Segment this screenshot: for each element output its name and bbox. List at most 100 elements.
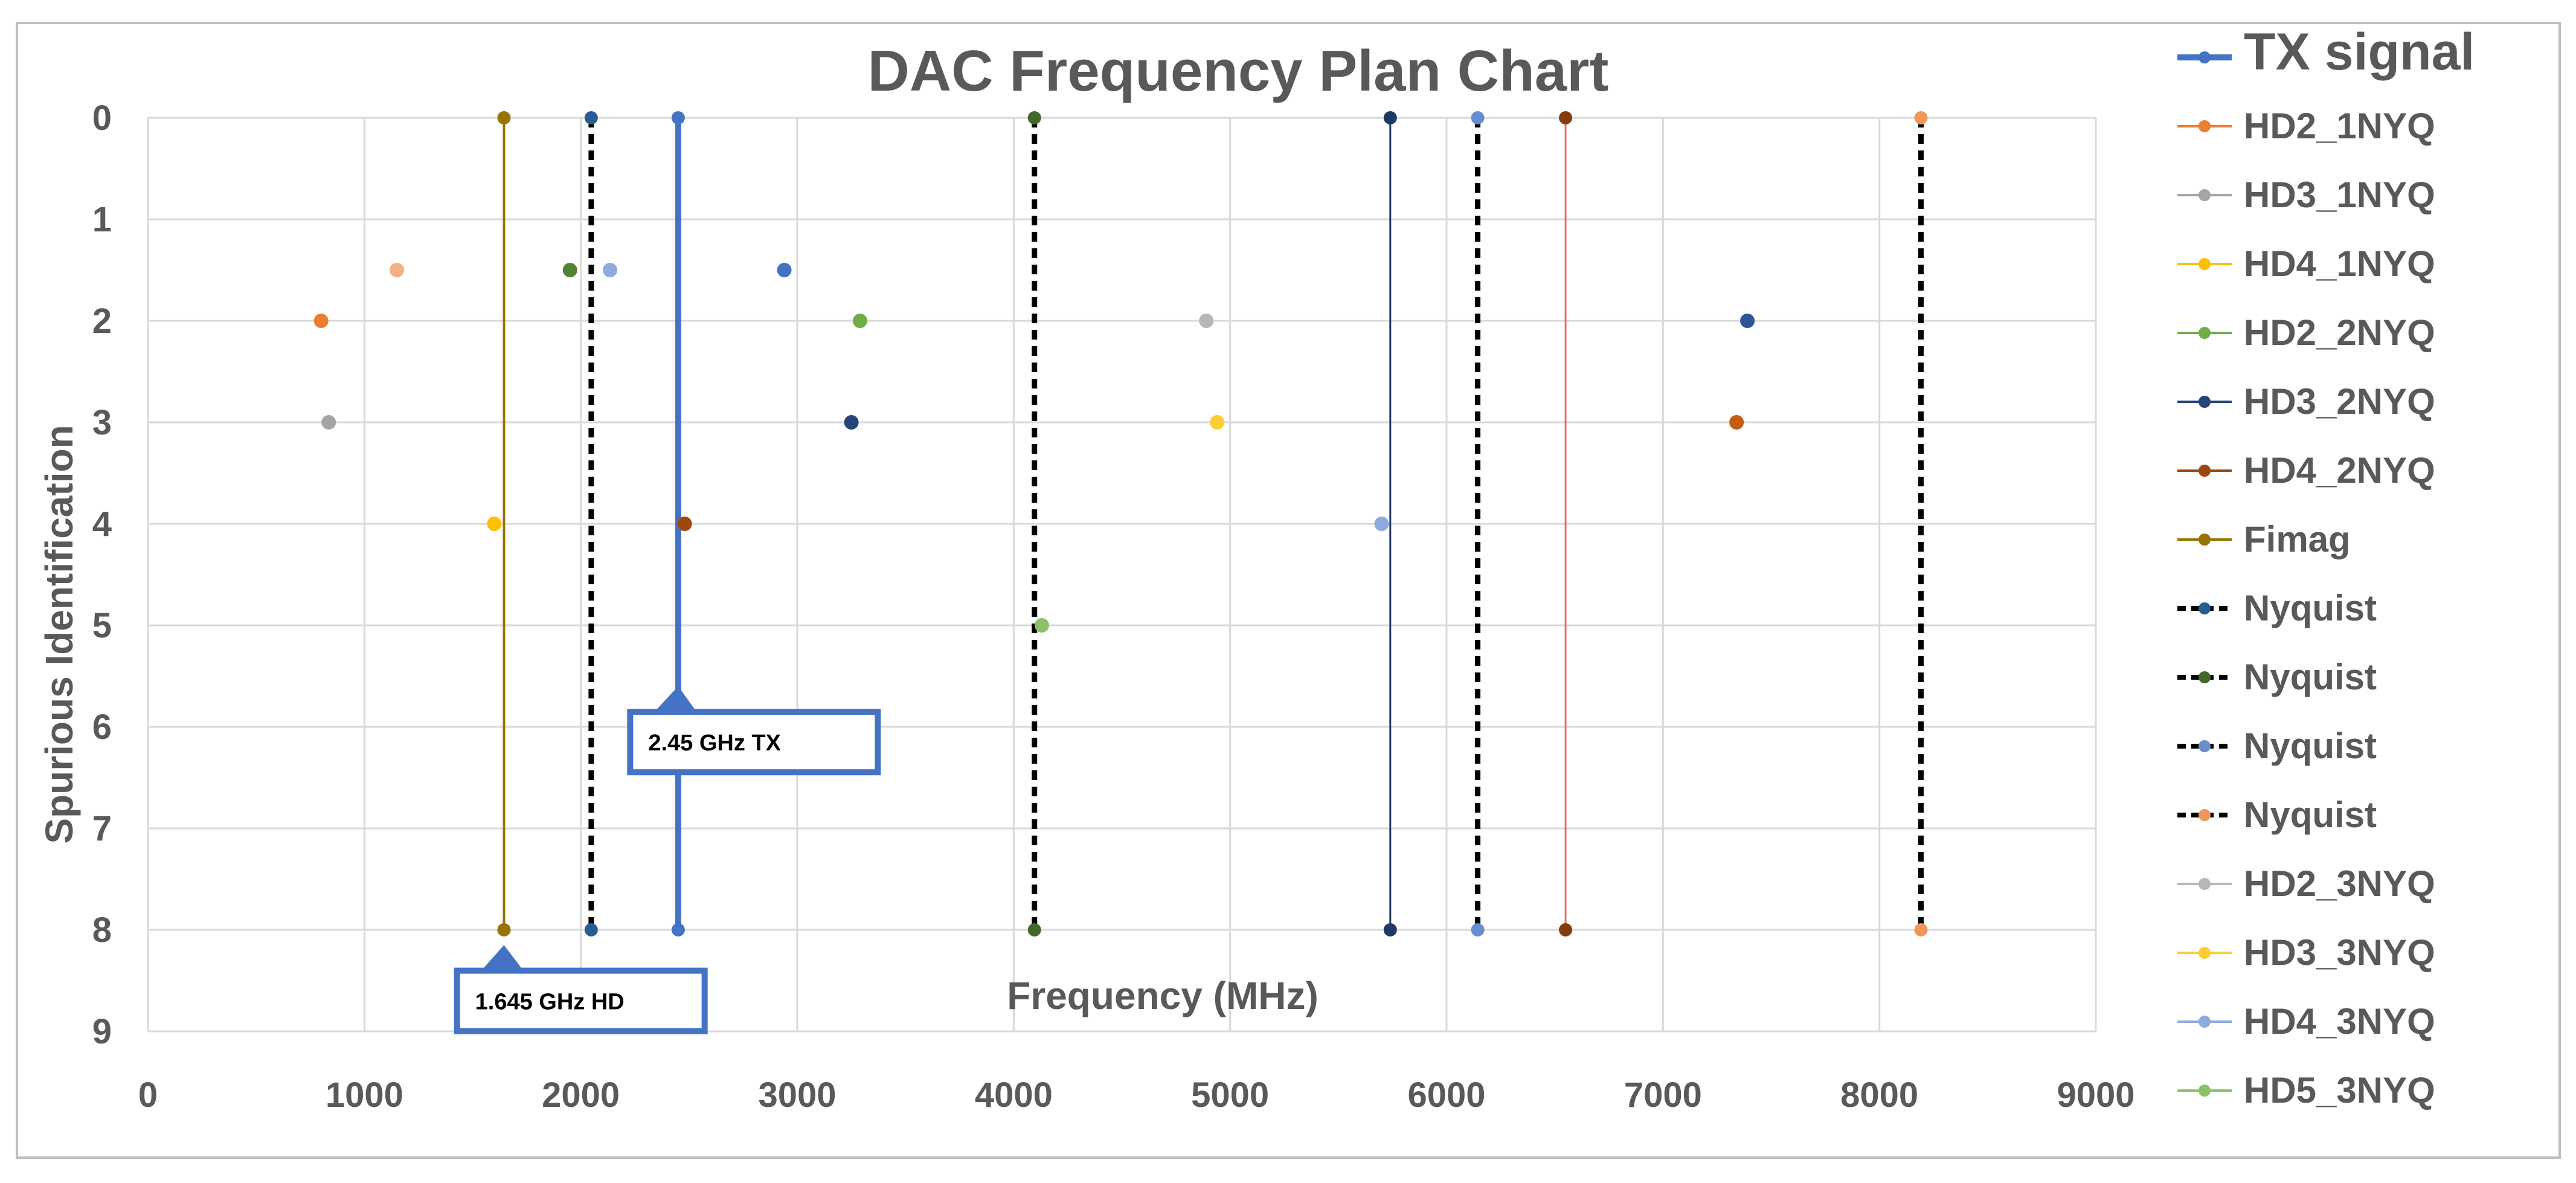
legend-label: HD5_3NYQ — [2244, 1070, 2435, 1110]
callout-label: 2.45 GHz TX — [648, 730, 781, 756]
series-marker — [1559, 111, 1573, 124]
legend-entry: HD4_2NYQ — [2177, 450, 2435, 491]
y-tick-label: 2 — [92, 301, 112, 341]
series-marker — [1559, 923, 1573, 936]
series-2 — [321, 415, 336, 430]
series-marker — [1471, 111, 1485, 124]
legend-swatch-marker — [2199, 671, 2211, 683]
series-marker — [1027, 111, 1041, 124]
x-tick-label: 7000 — [1624, 1075, 1702, 1115]
chart-border — [16, 22, 2561, 1159]
legend-label: Fimag — [2244, 519, 2351, 559]
data-point — [1374, 517, 1389, 531]
y-axis-title: Spurious Identification — [37, 425, 81, 843]
legend-swatch-marker — [2199, 258, 2211, 270]
legend-label: HD3_1NYQ — [2244, 175, 2435, 215]
callout-pointer — [481, 945, 524, 971]
series-11 — [1914, 111, 1928, 936]
data-point — [677, 517, 692, 531]
y-tick-label: 5 — [92, 606, 112, 645]
y-tick-label: 3 — [92, 403, 112, 442]
legend-label: HD4_2NYQ — [2244, 450, 2435, 491]
series-marker — [497, 923, 511, 936]
series-12 — [1199, 314, 1214, 328]
legend-entry: TX signal — [2177, 23, 2475, 81]
plot-grid — [147, 117, 2097, 1033]
series-marker — [584, 923, 598, 936]
series-13 — [1210, 415, 1225, 430]
legend-swatch-marker — [2199, 1085, 2211, 1097]
x-tick-label: 4000 — [975, 1075, 1053, 1115]
extra-series-2 — [603, 263, 618, 277]
extra-series-5 — [1729, 415, 1744, 430]
series-marker — [1914, 111, 1928, 124]
series-9 — [1027, 111, 1041, 936]
legend-entry: HD2_1NYQ — [2177, 106, 2435, 146]
legend-entry: Fimag — [2177, 519, 2351, 559]
data-point — [487, 517, 502, 531]
legend-swatch-marker — [2199, 396, 2211, 408]
legend-swatch-marker — [2199, 327, 2211, 339]
series-marker — [1027, 923, 1041, 936]
x-tick-label: 9000 — [2057, 1075, 2134, 1115]
series-marker — [671, 923, 685, 936]
extra-series-0 — [390, 263, 405, 277]
series-marker — [1914, 923, 1928, 936]
series-5 — [844, 415, 859, 430]
legend-label: HD2_3NYQ — [2244, 863, 2435, 904]
data-point — [603, 263, 618, 277]
x-tick-label: 6000 — [1407, 1075, 1485, 1115]
callout-box — [454, 967, 708, 1034]
legend-label: HD3_3NYQ — [2244, 932, 2435, 973]
y-tick-label: 7 — [92, 809, 112, 848]
callout-pointer — [654, 686, 697, 712]
legend-entry: HD3_3NYQ — [2177, 932, 2435, 973]
extra-series-1 — [562, 263, 577, 277]
legend-swatch-marker — [2199, 51, 2211, 63]
legend-swatch-marker — [2199, 189, 2211, 201]
legend-label: Nyquist — [2244, 795, 2377, 835]
legend-label: HD3_2NYQ — [2244, 381, 2435, 422]
data-point — [844, 415, 859, 430]
extra-series-4 — [1740, 314, 1755, 328]
data-point — [390, 263, 405, 277]
series-layer — [313, 111, 1928, 936]
legend-swatch-marker — [2199, 120, 2211, 132]
data-point — [852, 314, 867, 328]
legend-swatch-marker — [2199, 1016, 2211, 1028]
legend-swatch-marker — [2199, 809, 2211, 821]
x-tick-label: 3000 — [758, 1075, 836, 1115]
series-6 — [677, 517, 692, 531]
series-marker — [584, 111, 598, 124]
y-tick-label: 0 — [92, 98, 112, 138]
data-point — [313, 314, 329, 328]
legend-entry: HD3_2NYQ — [2177, 381, 2435, 422]
series-marker — [1383, 111, 1397, 124]
x-tick-label: 1000 — [326, 1075, 403, 1115]
legend-swatch-marker — [2199, 947, 2211, 959]
legend-entry: HD2_2NYQ — [2177, 312, 2435, 353]
y-tick-label: 8 — [92, 911, 112, 950]
series-marker — [1471, 923, 1485, 936]
series-marker — [671, 111, 685, 124]
legend-label: HD4_1NYQ — [2244, 243, 2435, 284]
legend-swatch-marker — [2199, 602, 2211, 614]
callout-1: 1.645 GHz HD — [454, 945, 708, 1034]
annotations-layer: 2.45 GHz TX 1.645 GHz HD — [454, 686, 881, 1034]
legend-label: HD4_3NYQ — [2244, 1001, 2435, 1042]
series-3 — [487, 517, 502, 531]
legend-entry: Nyquist — [2177, 657, 2377, 697]
legend-entry: Nyquist — [2177, 726, 2377, 766]
data-point — [1210, 415, 1225, 430]
series-14 — [1374, 517, 1389, 531]
data-point — [777, 263, 792, 277]
extra-series-6 — [1383, 111, 1397, 936]
y-tick-label: 4 — [92, 504, 112, 544]
legend-label: Nyquist — [2244, 726, 2377, 766]
legend-entry: HD2_3NYQ — [2177, 863, 2435, 904]
extra-series-7 — [1559, 111, 1573, 936]
data-point — [562, 263, 577, 277]
series-15 — [1034, 618, 1049, 633]
x-axis-ticks: 0 1000 2000 3000 4000 5000 6000 7000 8000 9000 — [138, 1075, 2135, 1115]
